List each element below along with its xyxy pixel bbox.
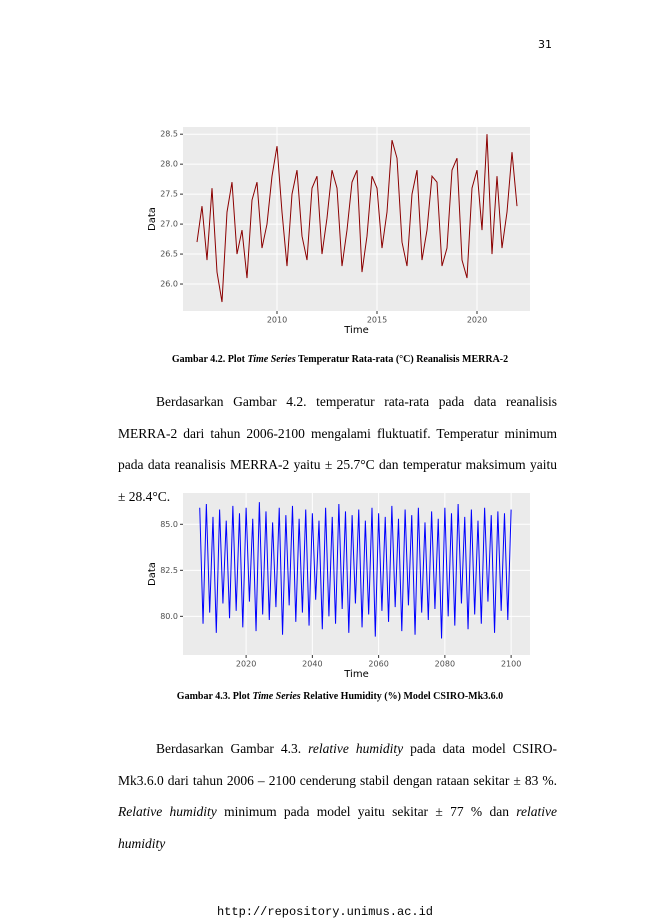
paragraph-italic: relative humidity <box>308 741 404 756</box>
x-tick-label: 2100 <box>501 660 521 669</box>
y-tick-label: 28.0 <box>160 160 178 169</box>
x-tick-label: 2080 <box>435 660 455 669</box>
caption: Gambar 4.2. Plot Time Series Temperatur … <box>100 354 580 365</box>
x-axis-label: Time <box>343 669 368 680</box>
chart: 80.0 82.5 85.0 2020 2040 2060 2080 2100 Time Data <box>147 493 530 680</box>
caption-text: Temperatur Rata-rata (°C) Reanalisis MER… <box>295 354 509 365</box>
caption-text: Gambar 4.2. Plot <box>171 354 248 365</box>
plot-panel <box>183 127 530 311</box>
paragraph: Berdasarkan Gambar 4.2. temperatur rata-… <box>118 386 557 512</box>
x-tick-label: 2010 <box>267 316 287 325</box>
y-tick-label: 26.5 <box>160 250 178 259</box>
y-tick-label: 82.5 <box>160 566 178 575</box>
data-line <box>199 502 512 639</box>
y-axis-label: Data <box>147 562 158 586</box>
y-tick-label: 27.5 <box>160 190 178 199</box>
y-tick-label: 28.5 <box>160 130 178 139</box>
x-tick-label: 2040 <box>302 660 322 669</box>
y-tick-label: 26.0 <box>160 280 178 289</box>
paragraph-text: Berdasarkan Gambar 4.3. <box>156 741 309 756</box>
paragraph-text: minimum pada model yaitu sekitar ± 77 % … <box>216 804 517 819</box>
paragraph-text: Berdasarkan Gambar 4.2. temperatur rata-… <box>118 394 557 504</box>
paragraph: Berdasarkan Gambar 4.3. relative humidit… <box>118 733 557 859</box>
caption-text: Gambar 4.3. Plot <box>176 691 253 702</box>
x-tick-label: 2020 <box>236 660 256 669</box>
paragraph-text: pada data model CSIRO-Mk3.6.0 dari tahun… <box>118 741 557 788</box>
x-axis-label: Time <box>343 325 368 336</box>
x-tick-label: 2015 <box>367 316 387 325</box>
page-number: 31 <box>538 38 552 51</box>
x-tick-label: 2060 <box>368 660 388 669</box>
y-tick-label: 85.0 <box>160 520 178 529</box>
y-tick-label: 27.0 <box>160 220 178 229</box>
paragraph-italic: relative humidity <box>118 804 557 851</box>
caption-italic: Time Series <box>252 691 301 702</box>
y-axis-label: Data <box>147 207 158 231</box>
x-tick-label: 2020 <box>467 316 487 325</box>
data-line <box>196 134 518 303</box>
chart: 26.0 26.5 27.0 27.5 28.0 28.5 2010 2015 2020 Time… <box>147 127 530 336</box>
footer-url: http://repository.unimus.ac.id <box>216 905 434 919</box>
caption: Gambar 4.3. Plot Time Series Relative Hu… <box>100 691 580 702</box>
paragraph-italic: Relative humidity <box>118 804 217 819</box>
caption-text: Relative Humidity (%) Model CSIRO-Mk3.6.… <box>300 691 504 702</box>
caption-italic: Time Series <box>247 354 296 365</box>
y-tick-label: 80.0 <box>160 612 178 621</box>
